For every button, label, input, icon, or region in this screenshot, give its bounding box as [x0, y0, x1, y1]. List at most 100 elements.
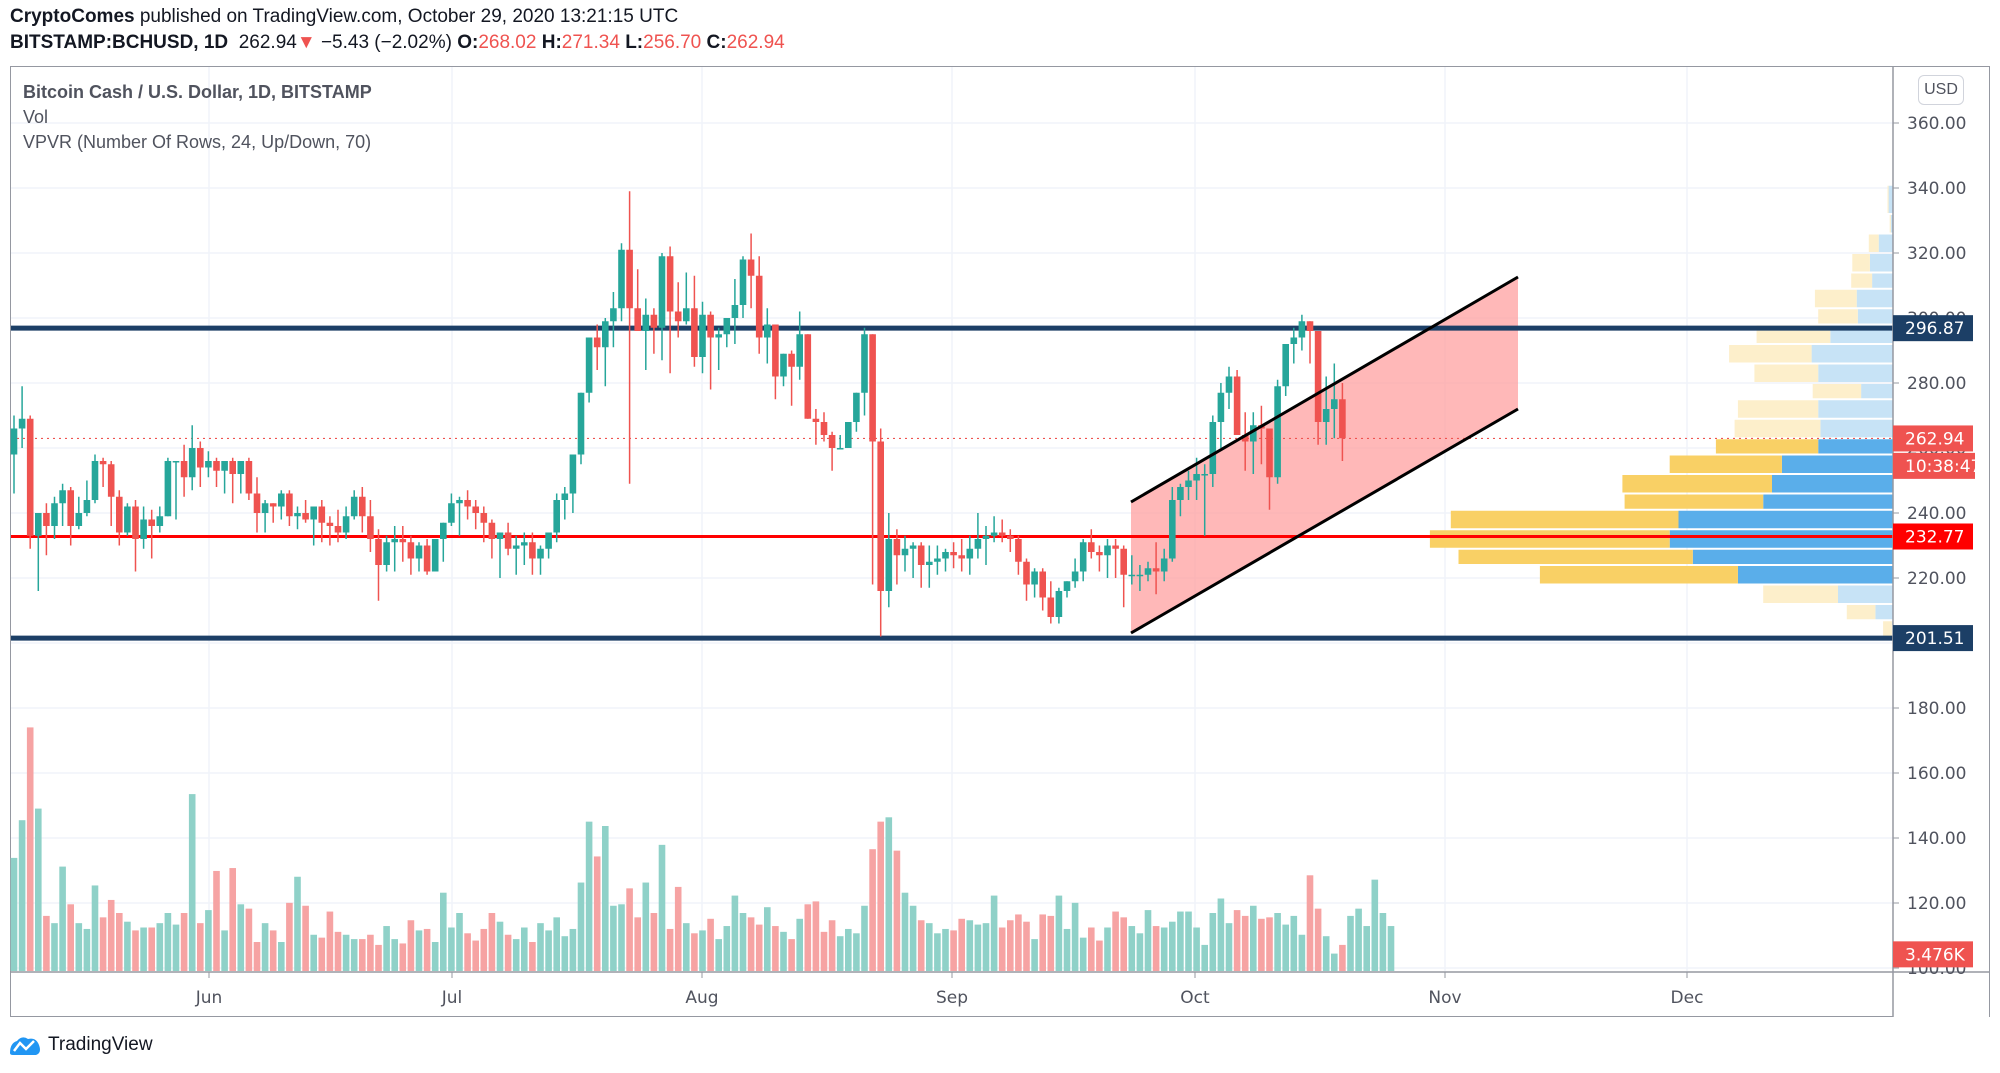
volume-bar: [755, 924, 763, 971]
price-tag[interactable]: [1893, 523, 1973, 550]
volume-bar: [853, 933, 860, 971]
candle-body: [1250, 425, 1257, 442]
candle-body: [302, 513, 309, 520]
last-price: 262.94: [238, 32, 297, 53]
candle-body: [772, 324, 779, 377]
volume-bar: [1387, 926, 1395, 971]
price-tag[interactable]: [1893, 941, 1973, 968]
candle-body: [1144, 568, 1152, 575]
candle-body: [1160, 558, 1168, 572]
volume-bar: [415, 930, 423, 971]
volume-bar: [132, 930, 139, 971]
candle-body: [893, 539, 901, 556]
price-axis-label: 320.00: [1907, 244, 1966, 264]
volume-bar: [1160, 927, 1168, 971]
volume-bar: [691, 933, 698, 971]
volume-bar: [18, 820, 26, 971]
legend-volume[interactable]: Vol: [23, 107, 49, 127]
candle-body: [1136, 574, 1144, 577]
price-tag[interactable]: [1893, 315, 1973, 342]
candle-body: [934, 558, 941, 562]
price-tag[interactable]: [1893, 625, 1973, 652]
volume-bar: [1363, 926, 1370, 971]
candle-body: [974, 539, 982, 549]
candle-body: [1322, 409, 1330, 422]
volume-bar: [1169, 921, 1176, 971]
vpvr-up-bar: [1818, 400, 1893, 418]
volume-bar: [990, 895, 998, 971]
candle-body: [172, 461, 180, 463]
legend-vpvr[interactable]: VPVR (Number Of Rows, 24, Up/Down, 70): [23, 132, 372, 152]
price-tag[interactable]: [1893, 452, 1975, 479]
vpvr-up-bar: [1772, 475, 1893, 493]
candle-body: [561, 493, 569, 500]
vpvr-down-bar: [1754, 364, 1819, 382]
candle-body: [853, 392, 860, 422]
price-axis-label: 340.00: [1907, 179, 1966, 199]
candle-body: [828, 435, 836, 448]
candle-body: [593, 337, 601, 348]
volume-bar: [666, 928, 674, 971]
volume-bar: [148, 927, 155, 971]
volume-bar: [1306, 875, 1314, 971]
currency-button[interactable]: USD: [1918, 75, 1964, 105]
close-value: 262.94: [726, 32, 785, 53]
candle-body: [342, 516, 350, 533]
volume-bar: [1217, 898, 1225, 971]
price-tag-label: 201.51: [1905, 629, 1964, 649]
volume-bar: [1347, 915, 1354, 971]
candle-body: [780, 353, 787, 377]
volume-bar: [545, 930, 552, 971]
volume-bar: [342, 934, 350, 971]
candle-body: [116, 496, 123, 533]
author-name[interactable]: CryptoComes: [10, 6, 135, 27]
candle-body: [75, 513, 83, 526]
candle-body: [359, 496, 366, 517]
volume-bar: [504, 934, 512, 971]
candle-body: [1339, 399, 1346, 439]
volume-bar: [423, 928, 431, 971]
price-tag[interactable]: [1893, 425, 1973, 452]
volume-bar: [820, 931, 828, 971]
candle-body: [820, 422, 828, 435]
volume-bar: [683, 923, 690, 971]
candle-body: [148, 519, 155, 526]
volume-bar: [496, 921, 504, 971]
candle-body: [375, 539, 382, 565]
time-axis-label: Dec: [1671, 988, 1704, 1008]
ascending-channel-fill[interactable]: [1131, 277, 1518, 633]
candle-body: [1331, 399, 1338, 409]
volume-bar: [1339, 944, 1346, 971]
candle-body: [367, 516, 374, 539]
legend-title[interactable]: Bitcoin Cash / U.S. Dollar, 1D, BITSTAMP: [23, 82, 372, 102]
vpvr-down-bar: [1868, 234, 1879, 252]
volume-bar: [1250, 905, 1257, 971]
candle-body: [512, 545, 520, 549]
time-axis-label: Jul: [441, 988, 463, 1008]
vpvr-down-bar: [1812, 384, 1862, 399]
channel-lower-line[interactable]: [1130, 407, 1519, 635]
vpvr-down-bar: [1851, 273, 1873, 288]
candle-body: [958, 555, 965, 559]
volume-bar: [67, 904, 74, 971]
volume-bar: [747, 917, 755, 971]
volume-bar: [521, 927, 528, 971]
volume-bar: [739, 913, 747, 971]
candle-body: [642, 314, 650, 331]
chart-frame: [10, 66, 1990, 1017]
open-value: 268.02: [478, 32, 537, 53]
candle-body: [1298, 321, 1306, 338]
vpvr-up-bar: [1820, 419, 1893, 438]
candle-body: [188, 448, 196, 478]
volume-bar: [334, 931, 342, 971]
volume-bar: [909, 905, 917, 971]
volume-bar: [593, 856, 601, 971]
candle-body: [496, 532, 504, 539]
volume-bar: [221, 930, 228, 971]
tradingview-logo[interactable]: TradingView: [8, 1033, 153, 1057]
vpvr-down-bar: [1846, 605, 1876, 620]
volume-bar: [707, 918, 714, 971]
price-axis-label: 120.00: [1907, 894, 1966, 914]
channel-upper-line[interactable]: [1130, 275, 1519, 504]
